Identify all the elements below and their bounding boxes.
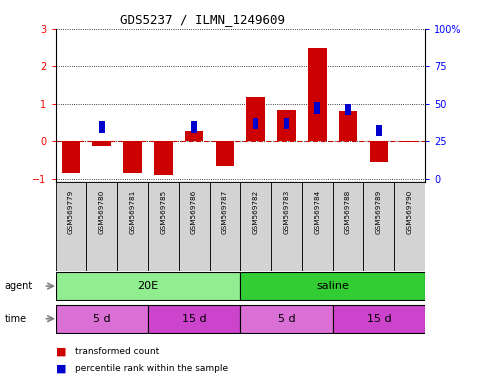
Bar <box>185 131 203 141</box>
Bar <box>123 141 142 173</box>
Bar <box>246 97 265 141</box>
Text: GSM569785: GSM569785 <box>160 189 166 234</box>
Bar <box>253 118 258 129</box>
FancyBboxPatch shape <box>333 182 364 271</box>
Text: saline: saline <box>316 281 349 291</box>
FancyBboxPatch shape <box>210 182 240 271</box>
Text: GSM569779: GSM569779 <box>68 189 74 234</box>
FancyBboxPatch shape <box>240 305 333 333</box>
Bar <box>154 141 172 175</box>
FancyBboxPatch shape <box>333 305 425 333</box>
Text: time: time <box>5 314 27 324</box>
Text: GSM569789: GSM569789 <box>376 189 382 234</box>
Text: transformed count: transformed count <box>75 347 159 356</box>
Text: GSM569788: GSM569788 <box>345 189 351 234</box>
Bar <box>191 121 197 133</box>
Bar <box>308 48 327 141</box>
FancyBboxPatch shape <box>148 305 240 333</box>
FancyBboxPatch shape <box>117 182 148 271</box>
FancyBboxPatch shape <box>240 272 425 300</box>
FancyBboxPatch shape <box>271 182 302 271</box>
Text: GDS5237 / ILMN_1249609: GDS5237 / ILMN_1249609 <box>120 13 285 26</box>
FancyBboxPatch shape <box>56 272 240 300</box>
FancyBboxPatch shape <box>179 182 210 271</box>
Bar <box>62 141 80 173</box>
Bar <box>369 141 388 162</box>
Text: GSM569780: GSM569780 <box>99 189 105 234</box>
Text: 15 d: 15 d <box>182 314 206 324</box>
Text: GSM569786: GSM569786 <box>191 189 197 234</box>
Text: ■: ■ <box>56 364 66 374</box>
FancyBboxPatch shape <box>394 182 425 271</box>
Text: GSM569783: GSM569783 <box>284 189 289 234</box>
Bar <box>92 141 111 146</box>
Bar <box>215 141 234 166</box>
Bar <box>345 104 351 115</box>
Text: GSM569782: GSM569782 <box>253 189 259 234</box>
Bar <box>277 111 296 141</box>
Text: 5 d: 5 d <box>93 314 111 324</box>
FancyBboxPatch shape <box>240 182 271 271</box>
Bar <box>314 103 320 114</box>
Text: GSM569790: GSM569790 <box>407 189 412 234</box>
Text: GSM569787: GSM569787 <box>222 189 228 234</box>
Bar <box>284 118 289 129</box>
Text: 20E: 20E <box>137 281 158 291</box>
Text: GSM569784: GSM569784 <box>314 189 320 234</box>
Text: 5 d: 5 d <box>278 314 295 324</box>
Bar <box>99 121 104 133</box>
FancyBboxPatch shape <box>56 305 148 333</box>
Bar <box>339 111 357 141</box>
Text: agent: agent <box>5 281 33 291</box>
FancyBboxPatch shape <box>148 182 179 271</box>
Text: GSM569781: GSM569781 <box>129 189 136 234</box>
FancyBboxPatch shape <box>56 182 86 271</box>
FancyBboxPatch shape <box>86 182 117 271</box>
Bar <box>400 141 419 142</box>
Text: ■: ■ <box>56 346 66 356</box>
Text: percentile rank within the sample: percentile rank within the sample <box>75 364 228 373</box>
Bar <box>376 125 382 136</box>
Text: 15 d: 15 d <box>367 314 391 324</box>
FancyBboxPatch shape <box>364 182 394 271</box>
FancyBboxPatch shape <box>302 182 333 271</box>
